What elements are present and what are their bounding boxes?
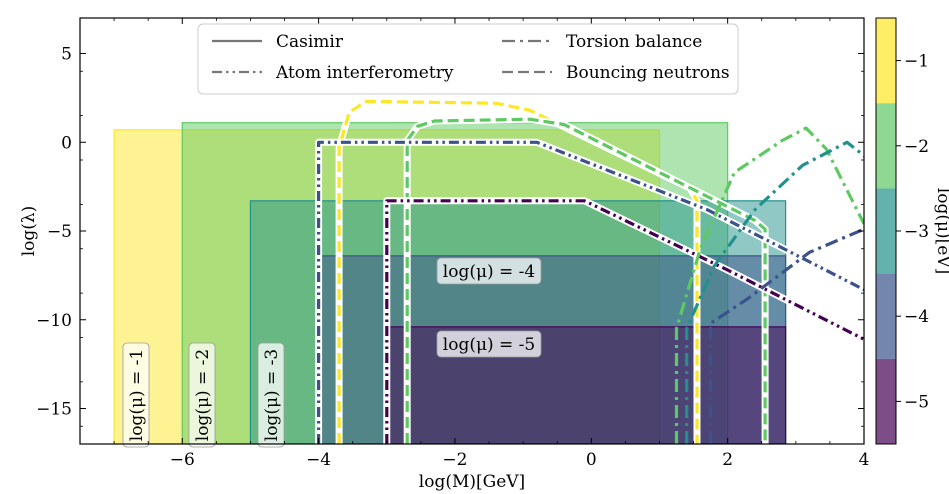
x-tick-label: 4 — [859, 450, 870, 470]
colorbar-segment-0 — [876, 358, 896, 444]
label-text: log(μ) = -1 — [127, 349, 147, 441]
curve-0 — [337, 99, 699, 444]
label-box — [436, 257, 542, 285]
x-tick-label: −4 — [306, 450, 331, 470]
label-text: log(μ) = -2 — [193, 349, 213, 441]
colorbar-tick-label: −4 — [904, 307, 929, 327]
region-label-4: log(μ) = -5 — [436, 330, 542, 358]
colorbar-tick-label: −5 — [904, 392, 929, 412]
legend-label-3: Bouncing neutrons — [566, 63, 730, 83]
label-box — [122, 342, 150, 448]
colorbar-segment-3 — [876, 103, 896, 189]
label-box — [436, 330, 542, 358]
curve-1 — [405, 117, 767, 444]
colorbar-segment-2 — [876, 188, 896, 274]
region-label-0: log(μ) = -1 — [122, 342, 150, 448]
y-tick-label: −15 — [36, 400, 72, 420]
colorbar-segment-1 — [876, 273, 896, 359]
colorbar-tick-label: −2 — [904, 137, 929, 157]
label-box — [257, 342, 285, 448]
x-axis-label: log(M)[GeV] — [419, 472, 525, 492]
region-label-2: log(μ) = -3 — [257, 342, 285, 448]
legend-label-1: Torsion balance — [566, 32, 702, 52]
x-tick-label: −6 — [170, 450, 195, 470]
curve-3 — [385, 199, 864, 444]
y-tick-label: 0 — [61, 133, 72, 153]
colorbar-segment-4 — [876, 18, 896, 104]
colorbar-tick-label: −1 — [904, 52, 929, 72]
region-label-1: log(μ) = -2 — [188, 342, 216, 448]
y-tick-label: −10 — [36, 311, 72, 331]
y-tick-label: 5 — [61, 45, 72, 65]
label-box — [188, 342, 216, 448]
label-text: log(μ) = -4 — [443, 262, 535, 282]
y-axis-label: log(λ) — [19, 206, 39, 257]
colorbar-label: log(μ)[eV] — [933, 188, 949, 274]
curve-2 — [317, 140, 864, 444]
label-text: log(μ) = -5 — [443, 335, 535, 355]
y-tick-label: −5 — [47, 222, 72, 242]
colorbar-tick-label: −3 — [904, 222, 929, 242]
curve-4 — [674, 126, 864, 444]
x-tick-label: 2 — [722, 450, 733, 470]
curve-5 — [685, 140, 864, 444]
curve-6 — [709, 227, 864, 444]
label-text: log(μ) = -3 — [262, 349, 282, 441]
region-label-3: log(μ) = -4 — [436, 257, 542, 285]
x-tick-label: 0 — [586, 450, 597, 470]
legend-label-0: Casimir — [276, 32, 344, 52]
legend-box — [197, 23, 739, 95]
x-tick-label: −2 — [442, 450, 467, 470]
legend-label-2: Atom interferometry — [275, 63, 454, 83]
